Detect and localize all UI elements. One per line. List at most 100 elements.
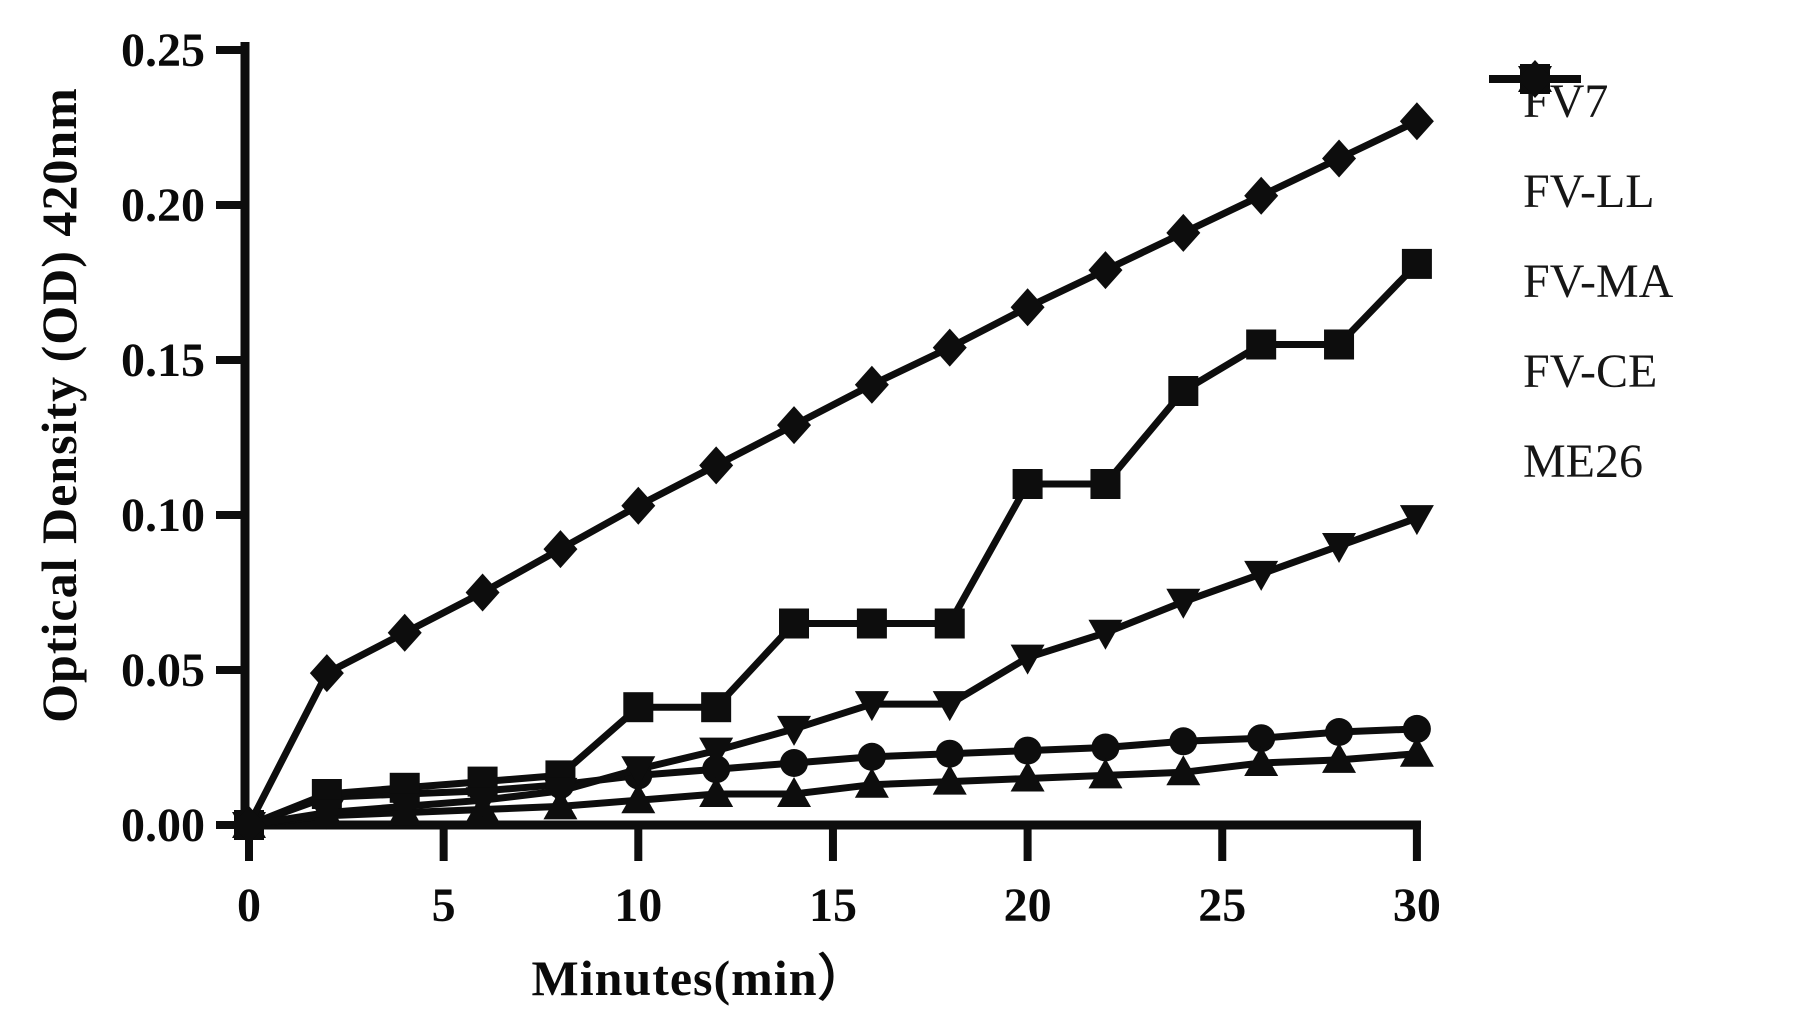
- triangle-up-marker: [621, 783, 656, 814]
- square-marker: [1324, 329, 1355, 360]
- diamond-marker: [309, 654, 344, 693]
- series-me26: [232, 102, 1434, 844]
- x-tick-label: 25: [1198, 879, 1246, 932]
- legend: FV7 FV-LL FV-MA FV-CE ME26: [1487, 57, 1817, 507]
- y-tick-label: 0.25: [121, 24, 205, 77]
- square-marker: [701, 692, 732, 723]
- triangle-up-marker: [1088, 758, 1123, 789]
- circle-marker: [1013, 736, 1042, 765]
- axes: 0.00 0.05 0.10 0.15 0.20 0.25 0 5 10 15 20 25 30: [121, 24, 1441, 932]
- triangle-up-marker: [854, 767, 889, 798]
- triangle-down-marker: [1088, 619, 1123, 650]
- triangle-down-marker: [932, 691, 967, 722]
- y-tick-label: 0.15: [121, 334, 205, 387]
- series-line: [245, 118, 1419, 827]
- square-marker: [856, 608, 887, 639]
- circle-marker: [1402, 714, 1431, 743]
- legend-label: FV-CE: [1523, 345, 1658, 398]
- triangle-down-marker: [543, 777, 578, 808]
- triangle-down-marker: [1244, 560, 1279, 591]
- diamond-marker: [1010, 288, 1045, 327]
- x-tick-label: 10: [614, 879, 662, 932]
- series-line: [247, 725, 1418, 829]
- y-tick-label: 0.20: [121, 179, 205, 232]
- x-axis-title: Minutes(min）: [531, 950, 869, 1006]
- square-marker: [1012, 469, 1043, 499]
- triangle-down-marker: [465, 787, 500, 818]
- diamond-marker: [1166, 213, 1201, 252]
- legend-item-fv-ce: FV-CE: [1487, 66, 1817, 417]
- square-marker: [1168, 376, 1199, 406]
- triangle-up-marker: [699, 777, 734, 807]
- triangle-down-marker: [621, 756, 656, 787]
- series-line: [247, 261, 1420, 829]
- triangle-down-marker: [1166, 588, 1201, 619]
- triangle-down-marker: [1010, 644, 1045, 675]
- legend-item-fv-ma: FV-MA: [1487, 62, 1817, 327]
- triangle-up-marker: [1244, 746, 1279, 776]
- square-marker: [934, 608, 965, 639]
- series-fv-ce: [232, 505, 1434, 842]
- x-tick-label: 15: [809, 879, 857, 932]
- triangle-down-marker: [777, 715, 812, 746]
- triangle-up-marker: [1010, 761, 1045, 792]
- diamond-marker: [932, 328, 967, 367]
- circle-marker: [935, 739, 964, 768]
- x-tick-label: 20: [1004, 879, 1052, 932]
- diamond-marker: [777, 406, 812, 445]
- x-tick-label: 5: [432, 879, 456, 932]
- square-marker: [1246, 329, 1277, 360]
- diamond-marker: [1322, 139, 1357, 178]
- y-tick-label: 0.00: [121, 799, 205, 852]
- square-marker: [1090, 469, 1121, 499]
- series-line: [248, 514, 1419, 829]
- diamond-marker: [854, 365, 889, 404]
- circle-marker: [1325, 718, 1354, 746]
- circle-marker: [702, 755, 731, 784]
- diamond-marker: [1244, 176, 1279, 215]
- triangle-down-marker: [1322, 533, 1357, 563]
- triangle-up-marker: [1399, 736, 1434, 767]
- x-tick-label: 30: [1393, 879, 1441, 932]
- y-tick-label: 0.05: [121, 644, 205, 697]
- triangle-down-marker: [387, 793, 422, 824]
- legend-label: FV-LL: [1523, 165, 1655, 218]
- diamond-marker: [543, 530, 578, 569]
- triangle-up-marker: [777, 777, 812, 807]
- diamond-marker: [1518, 60, 1552, 98]
- legend-label: ME26: [1523, 435, 1643, 488]
- circle-marker: [1169, 727, 1198, 756]
- legend-item-fv-ll: FV-LL: [1487, 64, 1817, 237]
- diamond-marker: [1088, 251, 1123, 290]
- series-fv-ll: [234, 248, 1432, 840]
- circle-marker: [857, 742, 886, 771]
- triangle-down-marker: [1399, 505, 1434, 536]
- diamond-marker-icon: [1489, 60, 1581, 98]
- triangle-up-marker: [1166, 755, 1201, 786]
- legend-label: FV-MA: [1523, 255, 1674, 308]
- y-axis-title: Optical Density (OD) 420nm: [31, 87, 87, 723]
- square-marker: [779, 608, 810, 639]
- diamond-marker: [699, 446, 734, 485]
- triangle-up-marker: [932, 764, 967, 795]
- triangle-down-marker: [699, 737, 734, 768]
- diamond-marker: [387, 613, 422, 652]
- triangle-down-marker: [309, 799, 344, 830]
- legend-item-me26: ME26: [1487, 60, 1817, 507]
- triangle-down-marker: [854, 691, 889, 722]
- square-marker: [1401, 248, 1432, 279]
- series-line: [248, 750, 1418, 829]
- y-tick-label: 0.10: [121, 489, 205, 542]
- diamond-marker: [1399, 102, 1434, 141]
- circle-marker: [780, 749, 809, 777]
- triangle-up-marker: [1322, 742, 1357, 773]
- circle-marker: [1091, 733, 1120, 762]
- diamond-marker: [232, 806, 266, 844]
- diamond-marker: [621, 486, 656, 525]
- square-marker: [623, 692, 654, 723]
- x-tick-label: 0: [237, 879, 261, 932]
- diamond-marker: [465, 573, 500, 612]
- circle-marker: [1247, 724, 1276, 753]
